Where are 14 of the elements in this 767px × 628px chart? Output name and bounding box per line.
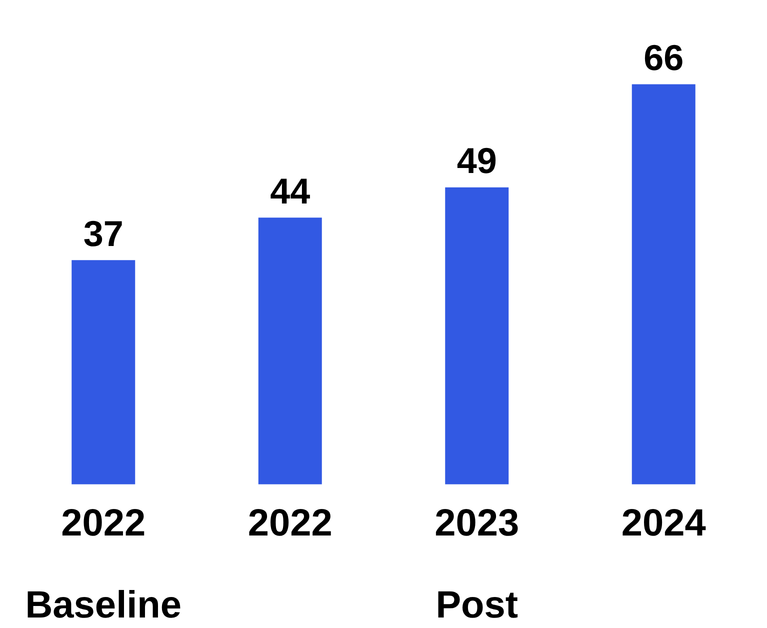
bar: [258, 218, 322, 484]
x-tick-label: 2022: [61, 502, 146, 545]
bar: [632, 84, 696, 484]
x-tick-label: 2024: [621, 502, 706, 545]
data-label: 37: [83, 212, 124, 254]
x-tick-label: 2023: [434, 502, 520, 545]
data-label: 66: [644, 37, 684, 78]
bar: [445, 187, 509, 484]
text: Baseline: [25, 584, 182, 626]
text: Post: [436, 584, 518, 626]
bar: [72, 260, 136, 484]
data-label: 49: [456, 140, 497, 182]
data-label: 44: [270, 170, 310, 212]
x-tick-label: 2022: [248, 502, 332, 545]
